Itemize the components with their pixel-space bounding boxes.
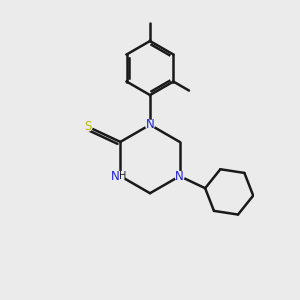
- Text: S: S: [84, 120, 92, 133]
- Text: H: H: [119, 171, 127, 181]
- Text: N: N: [146, 118, 154, 131]
- Circle shape: [83, 122, 92, 131]
- Circle shape: [175, 172, 184, 181]
- Circle shape: [116, 172, 125, 181]
- Circle shape: [146, 120, 154, 129]
- Text: N: N: [111, 169, 120, 183]
- Text: N: N: [175, 169, 184, 183]
